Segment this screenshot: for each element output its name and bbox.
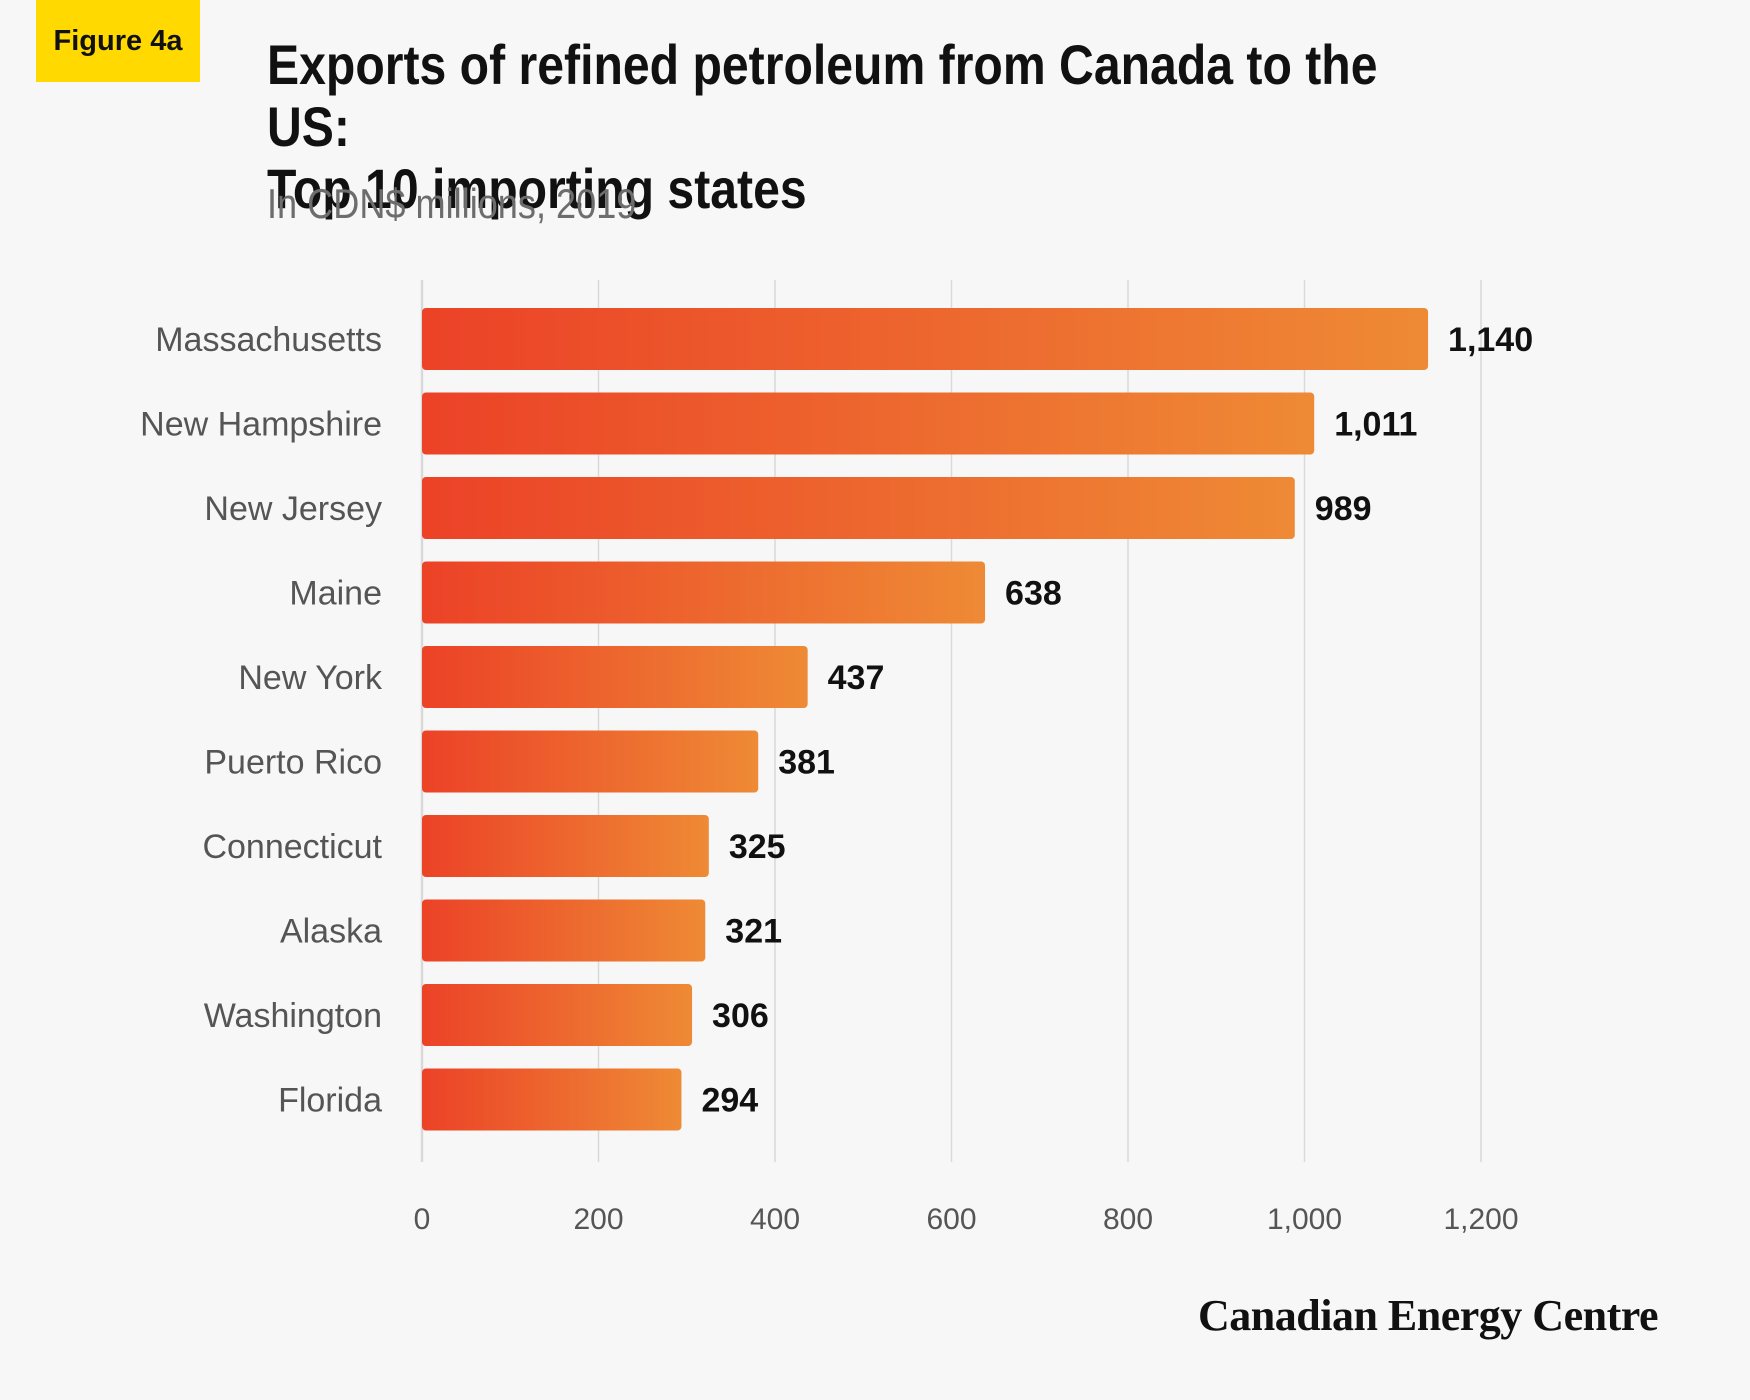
x-tick-label: 400 <box>750 1203 800 1236</box>
category-label: Maine <box>289 575 382 613</box>
category-label: Puerto Rico <box>204 744 382 782</box>
chart-subtitle: In CDN$ millions, 2019 <box>267 180 637 227</box>
value-label: 638 <box>1005 575 1062 613</box>
bar <box>422 730 759 793</box>
value-label: 989 <box>1315 490 1372 528</box>
bar <box>422 561 986 624</box>
category-label: Massachusetts <box>155 321 382 359</box>
x-tick-label: 0 <box>414 1203 431 1236</box>
category-label: New York <box>238 659 383 697</box>
category-label: Connecticut <box>202 828 382 866</box>
value-label: 306 <box>712 997 769 1035</box>
bar <box>422 477 1295 539</box>
value-label: 381 <box>778 744 835 782</box>
x-tick-label: 1,200 <box>1443 1203 1518 1236</box>
chart-title: Exports of refined petroleum from Canada… <box>267 34 1385 220</box>
bar <box>422 646 808 708</box>
category-label: New Hampshire <box>140 406 382 444</box>
value-label: 294 <box>701 1082 758 1120</box>
bar <box>422 815 709 877</box>
bar <box>422 308 1429 370</box>
chart-title-line-2: Top 10 importing states <box>267 157 807 220</box>
value-label: 325 <box>729 828 786 866</box>
bar <box>422 899 706 962</box>
category-label: Alaska <box>280 913 382 951</box>
x-tick-label: 1,000 <box>1267 1203 1342 1236</box>
x-tick-label: 600 <box>926 1203 976 1236</box>
brand-logo: Canadian Energy Centre <box>1198 1291 1658 1340</box>
bar <box>422 392 1315 455</box>
x-tick-label: 800 <box>1103 1203 1153 1236</box>
category-label: New Jersey <box>204 490 382 528</box>
category-label: Florida <box>278 1082 382 1120</box>
category-label: Washington <box>204 997 382 1035</box>
bar <box>422 984 693 1046</box>
chart-title-line-1: Exports of refined petroleum from Canada… <box>267 33 1378 158</box>
value-label: 437 <box>828 659 885 697</box>
bar <box>422 1068 682 1131</box>
value-label: 1,011 <box>1334 406 1417 444</box>
value-label: 321 <box>725 913 782 951</box>
x-tick-label: 200 <box>573 1203 623 1236</box>
figure-label-badge: Figure 4a <box>36 0 200 82</box>
value-label: 1,140 <box>1448 321 1533 359</box>
